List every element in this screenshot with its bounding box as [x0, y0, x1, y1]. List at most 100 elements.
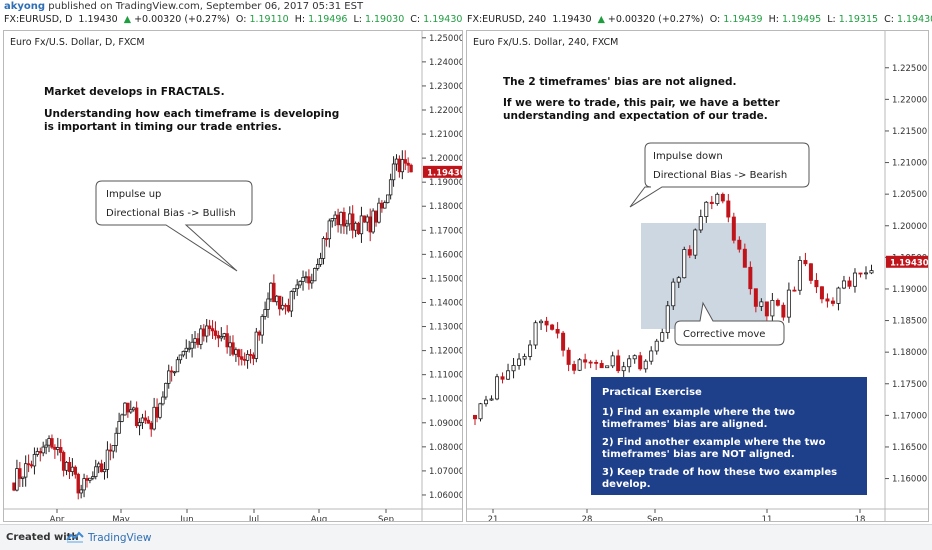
symbol-label: FX:EURUSD, D	[4, 14, 73, 25]
symbol-label: FX:EURUSD, 240	[467, 14, 547, 25]
candle	[693, 228, 698, 260]
callout-impulse-down[interactable]: Impulse down Directional Bias -> Bearish	[629, 142, 810, 208]
candle	[280, 296, 285, 311]
candle	[676, 276, 681, 288]
candle	[803, 252, 808, 267]
tradingview-logo-icon[interactable]	[66, 531, 84, 543]
candle	[76, 472, 80, 500]
candle	[797, 256, 802, 295]
exercise-line: timeframes' bias are NOT aligned.	[602, 449, 795, 460]
time-axis[interactable]: 21 28 Sep 11 18	[467, 508, 929, 522]
candle	[196, 333, 200, 348]
author-name[interactable]: akyong	[4, 1, 46, 12]
candle	[187, 340, 191, 353]
callout-line: Corrective move	[683, 329, 765, 340]
candle	[137, 418, 142, 436]
candle	[863, 266, 868, 280]
low-value: 1.19315	[838, 14, 879, 25]
candle	[484, 395, 489, 407]
candle	[292, 288, 296, 300]
candle	[202, 324, 206, 342]
open-value: 1.19110	[249, 14, 289, 25]
candle	[638, 351, 643, 371]
candle	[64, 461, 69, 476]
chart-title: Euro Fx/U.S. Dollar, D, FXCM	[10, 37, 145, 48]
candle	[353, 221, 358, 238]
tradingview-brand[interactable]: TradingView	[88, 532, 152, 544]
candle	[852, 268, 857, 293]
candle	[394, 154, 399, 171]
candle	[339, 211, 343, 234]
candle	[207, 319, 212, 336]
price-tick-label: 1.22500	[892, 64, 927, 74]
time-tick-label: Apr	[50, 515, 65, 522]
created-with-label: Created with	[6, 532, 79, 543]
candle	[277, 295, 282, 316]
candle	[621, 361, 626, 379]
candle	[371, 208, 375, 234]
candle	[555, 322, 560, 339]
candle	[234, 347, 238, 362]
callout-bubble	[674, 301, 785, 346]
h4-chart-panel[interactable]: Euro Fx/U.S. Dollar, 240, FXCM 1.22500 1.…	[466, 30, 929, 522]
callout-line-1: Impulse down	[653, 151, 723, 162]
candle	[167, 364, 171, 389]
candle	[720, 192, 725, 204]
candle	[286, 298, 291, 313]
candle	[193, 330, 197, 349]
candle	[365, 214, 369, 232]
candle	[489, 395, 494, 401]
candle	[59, 439, 63, 462]
high-label: H:	[294, 14, 306, 25]
candle	[321, 236, 326, 265]
candle	[44, 439, 48, 455]
candle	[359, 206, 364, 243]
candle	[847, 276, 852, 289]
price-axis[interactable]: 1.25000 1.24000 1.23000 1.22000 1.21000 1.200…	[421, 31, 463, 522]
candle	[79, 484, 83, 499]
h4-chart[interactable]: Euro Fx/U.S. Dollar, 240, FXCM 1.225001.…	[467, 31, 929, 522]
last-price-tag: 1.19430	[423, 165, 462, 178]
change-value: +0.00320 (+0.27%)	[134, 14, 230, 25]
price-axis[interactable]: 1.22500 1.22000 1.21500 1.21000 1.20500 1.200…	[884, 31, 929, 522]
candle	[742, 243, 747, 268]
price-tick-label: 1.06000	[429, 491, 463, 501]
candle	[506, 363, 511, 380]
price-tick-label: 1.25000	[429, 34, 463, 44]
h4-symbol-line: FX:EURUSD, 240 1.19430 ▲ +0.00320 (+0.27%…	[467, 14, 932, 25]
callout-corrective[interactable]: Corrective move	[674, 301, 785, 346]
candle	[123, 402, 127, 416]
candle	[731, 212, 736, 244]
candle	[814, 273, 819, 294]
candle	[830, 297, 835, 307]
candle	[654, 338, 659, 355]
candle	[397, 155, 402, 178]
price-tick-label: 1.07000	[429, 467, 463, 477]
candle	[682, 246, 687, 279]
candle	[245, 350, 250, 369]
candle	[32, 447, 37, 475]
candle	[473, 414, 478, 426]
daily-chart[interactable]: Euro Fx/U.S. Dollar, D, FXCM 1.25000 1.24…	[4, 31, 463, 522]
exercise-line: 3) Keep trade of how these two examples	[602, 467, 837, 478]
daily-chart-panel[interactable]: Euro Fx/U.S. Dollar, D, FXCM 1.25000 1.24…	[3, 30, 463, 522]
candle	[29, 460, 34, 469]
callout-impulse-up[interactable]: Impulse up Directional Bias -> Bullish	[95, 180, 253, 272]
last-value: 1.19430	[552, 14, 592, 25]
open-label: O:	[235, 14, 247, 25]
candle	[313, 267, 317, 282]
candle	[47, 435, 51, 453]
candle	[698, 209, 703, 233]
time-axis[interactable]: Apr May Jun Jul Aug Sep	[4, 508, 463, 522]
candle	[114, 427, 118, 453]
candle	[15, 459, 19, 492]
close-value: 1.19430	[423, 14, 463, 25]
candle	[298, 280, 302, 289]
last-value: 1.19430	[78, 14, 118, 25]
candle	[41, 441, 45, 457]
candle	[786, 282, 791, 323]
exercise-title: Practical Exercise	[602, 387, 702, 398]
candle	[50, 434, 54, 450]
candle	[759, 298, 764, 312]
price-tick-label: 1.17500	[892, 380, 927, 390]
